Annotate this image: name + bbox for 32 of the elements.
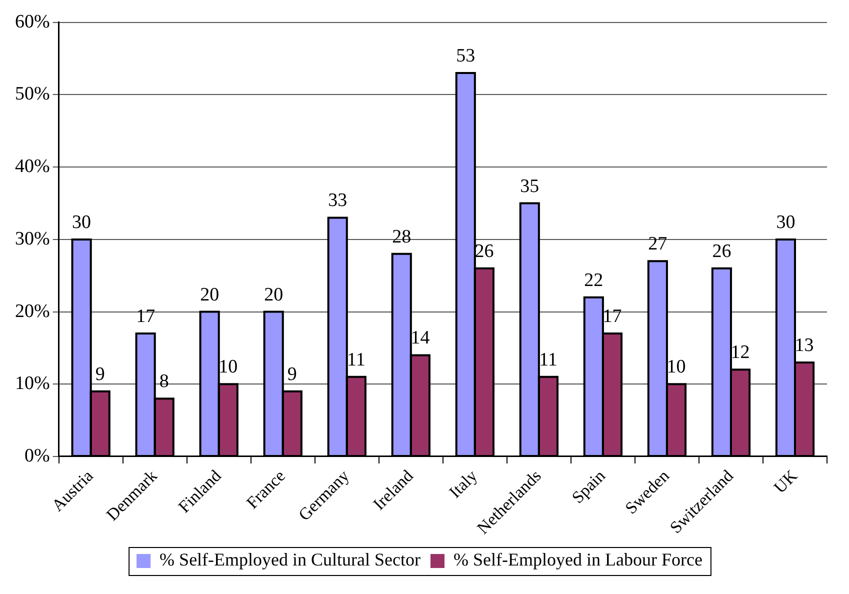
data-label: 11 <box>347 349 366 370</box>
data-label: 26 <box>712 240 732 262</box>
data-label: 20 <box>264 284 284 306</box>
data-label: 22 <box>584 270 604 291</box>
data-label: 35 <box>520 176 540 197</box>
data-label: 9 <box>95 364 105 385</box>
data-label: 11 <box>539 349 558 370</box>
y-tick-label: 30% <box>15 228 50 250</box>
y-tick-label: 60% <box>15 11 50 32</box>
data-label: 17 <box>602 306 622 327</box>
legend-label: % Self-Employed in Labour Force <box>454 550 702 570</box>
data-label: 33 <box>328 190 348 212</box>
data-label: 14 <box>410 328 430 349</box>
data-label: 9 <box>287 364 297 385</box>
x-tick-label: Italy <box>445 466 482 502</box>
data-label: 12 <box>730 342 750 364</box>
data-label: 27 <box>648 234 668 255</box>
data-label: 13 <box>794 334 814 356</box>
y-tick-label: 50% <box>15 84 50 105</box>
x-tick-label: UK <box>770 466 802 498</box>
legend-label: % Self-Employed in Cultural Sector <box>160 550 421 570</box>
data-label: 20 <box>200 284 220 306</box>
data-label: 30 <box>72 212 92 233</box>
data-label: 53 <box>456 46 476 67</box>
data-label: 30 <box>776 212 796 233</box>
data-label: 10 <box>666 356 686 378</box>
y-tick-label: 40% <box>15 156 50 178</box>
data-label: 17 <box>136 306 156 327</box>
y-tick-label: 10% <box>15 373 50 394</box>
y-tick-label: 0% <box>24 445 50 466</box>
data-label: 10 <box>218 356 238 378</box>
y-tick-label: 20% <box>15 300 50 322</box>
